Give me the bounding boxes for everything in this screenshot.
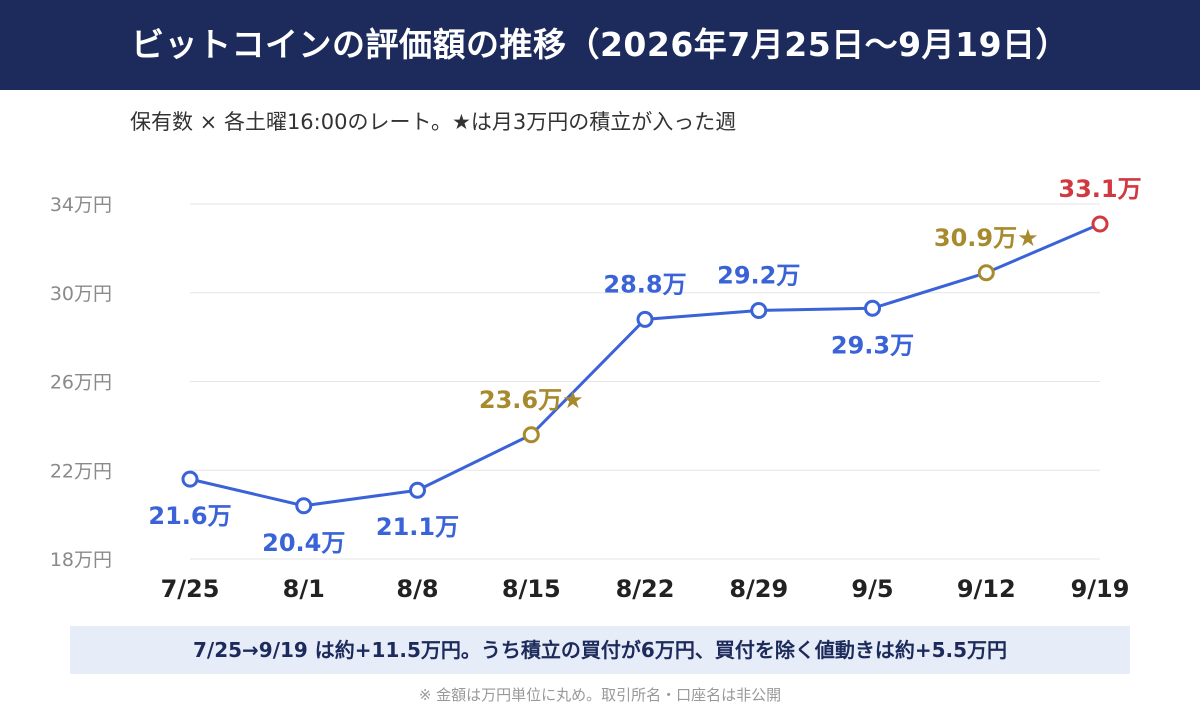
data-point: [1091, 215, 1109, 233]
chart-title: ビットコインの評価額の推移（2026年7月25日〜9月19日）: [130, 25, 1070, 64]
data-label: 28.8万: [603, 270, 686, 298]
data-point: [409, 481, 426, 499]
data-label: 21.6万: [148, 502, 231, 530]
data-label: 29.2万: [717, 262, 800, 290]
footnote: ※ 金額は万円単位に丸め。取引所名・口座名は非公開: [418, 686, 782, 704]
chart-subtitle: 保有数 × 各土曜16:00のレート。★は月3万円の積立が入った週: [130, 110, 737, 134]
data-label: 23.6万★: [479, 386, 584, 414]
data-label: 30.9万★: [934, 224, 1039, 252]
data-labels: 21.6万 20.4万 21.1万 23.6万★ 28.8万 29.2万 29.3万 30.9…: [148, 175, 1141, 557]
x-tick-label: 9/12: [957, 575, 1016, 603]
y-axis-ticks: 18万円 22万円 26万円 30万円 34万円: [50, 194, 112, 571]
x-tick-label: 9/19: [1071, 575, 1130, 603]
data-point: [864, 299, 881, 317]
x-tick-label: 7/25: [161, 575, 220, 603]
y-tick-label: 30万円: [50, 283, 112, 305]
data-label: 21.1万: [376, 513, 459, 541]
y-tick-label: 22万円: [50, 460, 112, 482]
data-label: 33.1万: [1058, 175, 1141, 203]
y-tick-label: 18万円: [50, 549, 112, 571]
y-tick-label: 26万円: [50, 372, 112, 394]
x-tick-label: 8/15: [502, 575, 561, 603]
data-point: [522, 426, 540, 444]
data-point: [750, 302, 768, 319]
x-axis-ticks: 7/25 8/1 8/8 8/15 8/22 8/29 9/5 9/12 9/19: [161, 575, 1130, 603]
series-line: [189, 222, 1101, 508]
data-point: [295, 497, 313, 515]
x-tick-label: 9/5: [851, 575, 893, 603]
y-tick-label: 34万円: [50, 194, 112, 216]
data-points: [181, 215, 1109, 515]
grid-layer: [190, 203, 1100, 560]
summary-box: 7/25→9/19 は約+11.5万円。うち積立の買付が6万円、買付を除く値動き…: [70, 626, 1130, 674]
x-tick-label: 8/1: [283, 575, 325, 603]
header-banner: ビットコインの評価額の推移（2026年7月25日〜9月19日）: [0, 0, 1200, 90]
series-line-layer: [189, 222, 1101, 508]
x-tick-label: 8/8: [396, 575, 438, 603]
data-point: [977, 264, 995, 282]
data-label: 20.4万: [262, 529, 345, 557]
data-point: [636, 310, 654, 328]
data-point: [181, 470, 199, 488]
x-tick-label: 8/22: [616, 575, 675, 603]
data-label: 29.3万: [831, 331, 914, 359]
x-tick-label: 8/29: [729, 575, 788, 603]
